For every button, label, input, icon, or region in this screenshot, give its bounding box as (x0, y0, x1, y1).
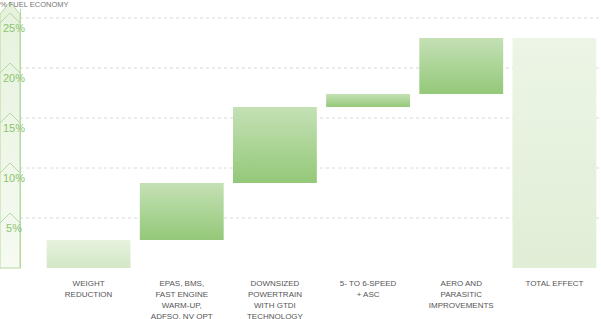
x-tick-label: WEIGHT REDUCTION (65, 279, 113, 299)
x-tick-label-line: 5- TO 6-SPEED (340, 279, 397, 288)
x-tick-label-line: POWERTRAIN (248, 290, 302, 299)
bar (140, 183, 224, 240)
x-tick-label-line: PARASITIC (440, 290, 482, 299)
x-tick-label-line: TECHNOLOGY (247, 312, 304, 319)
chart: 5% 10% 15% 20% 25% % FUEL ECONOMY WEIGHT REDUCT… (0, 0, 601, 319)
x-tick-label: EPAS, BMS, FAST ENGINE WARM-UP, ADFSO, NV O… (151, 279, 213, 319)
y-tick-label: 10% (3, 172, 25, 184)
y-tick-marks (0, 13, 20, 223)
y-tick-group: 25% (3, 22, 25, 34)
grid-line (20, 18, 601, 19)
y-axis: 5% 10% 15% 20% 25% (3, 9, 25, 269)
x-axis: WEIGHT REDUCTION EPAS, BMS, FAST ENGINE WARM… (65, 268, 584, 319)
y-tick-group: 20% (3, 72, 25, 84)
bar (233, 107, 317, 183)
y-tick-group: 5% (6, 222, 22, 234)
y-tick-group: 10% (3, 172, 25, 184)
x-tick-label-line: TOTAL EFFECT (525, 279, 583, 288)
x-tick-label-line: EPAS, BMS, (159, 279, 204, 288)
x-tick-label: DOWNSIZED POWERTRAIN WITH GTDI TECHNOLOGY (247, 279, 304, 319)
y-tick-group: 15% (3, 122, 25, 134)
y-tick-label: 20% (3, 72, 25, 84)
x-tick-group: EPAS, BMS, FAST ENGINE WARM-UP, ADFSO, NV O… (151, 268, 213, 319)
bar (47, 240, 131, 268)
x-tick-label: 5- TO 6-SPEED + ASC (340, 279, 397, 299)
x-tick-label-line: IMPROVEMENTS (429, 301, 494, 310)
total-bar (512, 38, 596, 268)
x-tick-label-line: ADFSO, NV OPT (151, 312, 213, 319)
x-tick-label-line: WEIGHT (73, 279, 105, 288)
bars (47, 38, 597, 268)
x-tick-group: AERO AND PARASITIC IMPROVEMENTS (429, 268, 494, 310)
x-tick-label: TOTAL EFFECT (525, 279, 583, 288)
x-tick-group: TOTAL EFFECT (525, 268, 583, 288)
bar (419, 38, 503, 94)
x-tick-label-line: FAST ENGINE (155, 290, 208, 299)
x-tick-label-line: REDUCTION (65, 290, 113, 299)
y-tick-label: 25% (3, 22, 25, 34)
x-tick-label-line: AERO AND (441, 279, 483, 288)
x-tick-label-line: WITH GTDI (254, 301, 296, 310)
x-tick-label-line: WARM-UP, (162, 301, 202, 310)
y-tick-label: 5% (6, 222, 22, 234)
x-tick-group: 5- TO 6-SPEED + ASC (340, 268, 397, 299)
x-tick-label: AERO AND PARASITIC IMPROVEMENTS (429, 279, 494, 310)
bar (326, 94, 410, 107)
x-tick-group: DOWNSIZED POWERTRAIN WITH GTDI TECHNOLOGY (247, 268, 304, 319)
y-axis-title: % FUEL ECONOMY (0, 0, 68, 9)
x-tick-group: WEIGHT REDUCTION (65, 268, 113, 299)
x-tick-label-line: DOWNSIZED (250, 279, 299, 288)
y-tick-label: 15% (3, 122, 25, 134)
x-tick-label-line: + ASC (357, 290, 380, 299)
